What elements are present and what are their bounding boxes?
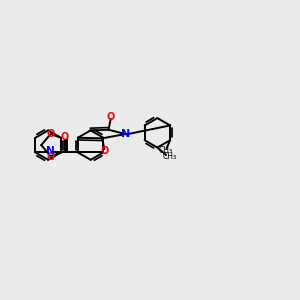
Text: H: H (47, 153, 54, 162)
Text: O: O (46, 129, 55, 139)
Text: CH₃: CH₃ (159, 146, 173, 155)
Text: CH₃: CH₃ (163, 152, 177, 161)
Text: O: O (107, 112, 115, 122)
Text: O: O (61, 131, 69, 142)
Text: O: O (100, 146, 109, 156)
Text: N: N (121, 129, 130, 139)
Text: N: N (46, 146, 55, 157)
Text: O: O (46, 152, 55, 162)
